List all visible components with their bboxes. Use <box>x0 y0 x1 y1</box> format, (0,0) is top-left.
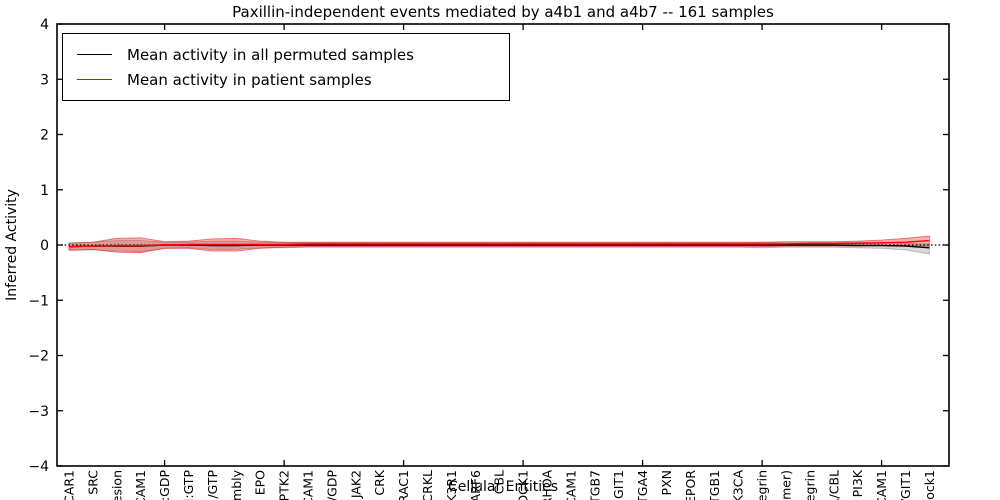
x-entity-label: RHOA <box>540 470 555 500</box>
x-axis-label: Cellular Entities <box>447 479 559 495</box>
x-entity-label: cell adhesion <box>109 470 124 500</box>
x-entity-label: SRC <box>85 470 100 495</box>
red-line-swatch-icon <box>77 79 112 80</box>
mean-line-permuted <box>68 244 930 249</box>
legend-item-patient: Mean activity in patient samples <box>77 71 509 89</box>
x-entity-label: CRK <box>372 469 387 495</box>
x-entity-label: PIK3R1 <box>444 470 459 500</box>
x-entity-label: CRKL <box>420 470 435 500</box>
x-entity-label: p130Cas/Crk/Dock1 <box>922 470 937 500</box>
mean-line-patient <box>68 239 930 248</box>
x-entity-label: alpha4/beta7 Integrin/MAdCAM1 <box>133 470 148 500</box>
x-entity-label: mol:GDP <box>157 470 172 500</box>
x-entity-label: CBL <box>492 470 507 494</box>
y-tick-label: −2 <box>28 349 49 365</box>
x-entity-label: alpha4/beta1 Integrin/VCAM1 <box>874 470 889 500</box>
y-tick-label: −3 <box>28 404 49 420</box>
y-tick-label: −4 <box>28 459 49 475</box>
x-entity-label: Rac1/GDP <box>324 470 339 500</box>
x-entity-label: BCAR1 <box>62 470 77 500</box>
x-entity-label: RAC1 <box>396 470 411 500</box>
y-tick-label: 4 <box>40 17 49 33</box>
x-entity-label: ITGB7 <box>587 470 602 500</box>
x-entity-label: alpha4/beta7 Integrin <box>755 470 770 500</box>
x-entity-label: EPO/EPOR (dimer) <box>779 470 794 500</box>
black-line-swatch-icon <box>77 54 112 55</box>
x-entity-label: mol:GTP <box>181 470 196 500</box>
x-entity-label: PIK3CA <box>731 470 746 500</box>
legend-label: Mean activity in all permuted samples <box>127 45 414 64</box>
x-entity-label: VCAM1 <box>563 470 578 500</box>
x-entity-label: EPOR <box>683 470 698 500</box>
x-entity-label: CRKL/CBL <box>826 470 841 500</box>
y-tick-label: −1 <box>28 293 49 309</box>
x-entity-label: alpha4/beta1 Integrin <box>802 470 817 500</box>
y-tick-label: 2 <box>40 128 49 144</box>
x-entity-label: lamellipodium assembly <box>229 469 244 500</box>
legend: Mean activity in all permuted samples Me… <box>62 33 510 101</box>
x-entity-label: DOCK1 <box>516 470 531 500</box>
y-tick-label: 0 <box>40 238 49 254</box>
x-entity-label: PI3K <box>850 469 865 497</box>
y-tick-label: 3 <box>40 72 49 88</box>
x-entity-label: alpha4/beta1 Integrin/Paxillin/GIT1 <box>898 470 913 500</box>
x-entity-label: EPO <box>253 470 268 495</box>
chart-title: Paxillin-independent events mediated by … <box>232 3 774 21</box>
x-entity-label: PXN <box>659 470 674 495</box>
legend-label: Mean activity in patient samples <box>127 70 372 89</box>
x-entity-label: JAK2 <box>348 470 363 499</box>
x-entity-label: ITGA4 <box>635 470 650 500</box>
x-entity-label: MADCAM1 <box>301 470 316 500</box>
y-tick-label: 1 <box>40 183 49 199</box>
x-entity-label: ITGB1 <box>707 470 722 500</box>
x-entity-label: ARF6 <box>468 470 483 500</box>
legend-item-permuted: Mean activity in all permuted samples <box>77 46 509 64</box>
x-entity-label: PTK2 <box>277 470 292 500</box>
x-entity-label: GIT1 <box>611 470 626 499</box>
x-entity-label: Rac1/GTP <box>205 470 220 500</box>
